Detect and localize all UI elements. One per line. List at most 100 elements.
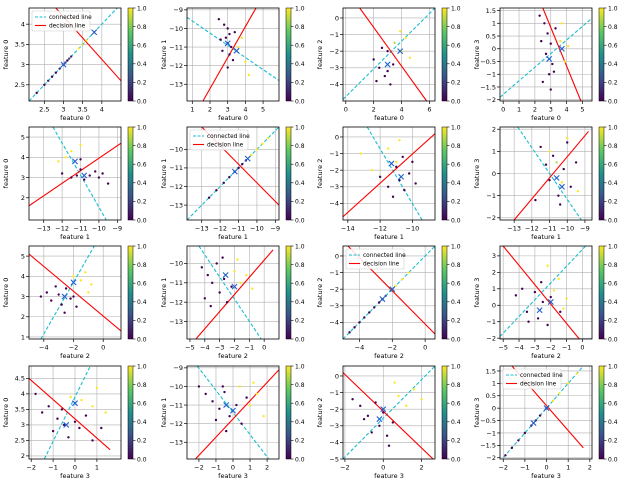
- colorbar-tick-label: 0.4: [295, 180, 305, 187]
- data-point: [393, 381, 396, 384]
- x-tick-label: −10: [250, 225, 264, 233]
- data-point: [241, 163, 244, 166]
- center-marker: [379, 296, 386, 303]
- y-axis-label: feature 0: [2, 40, 10, 70]
- colorbar-tick-label: 0.2: [451, 318, 461, 325]
- data-point: [536, 317, 540, 320]
- y-tick-label: −4: [329, 81, 339, 89]
- center-marker-stroke: [553, 174, 560, 181]
- data-point: [69, 395, 72, 399]
- colorbar-tick-label: 0.0: [137, 98, 147, 105]
- data-point: [549, 295, 552, 299]
- y-axis-label: feature 2: [316, 159, 324, 189]
- data-point: [94, 170, 97, 173]
- data-point: [566, 136, 569, 140]
- x-tick-label: −11: [232, 225, 246, 233]
- colorbar: 0.0 0.2 0.4 0.6 0.8 1.0: [285, 124, 305, 224]
- data-point: [557, 194, 560, 197]
- axes-frame: [28, 126, 122, 221]
- colorbar-gradient: [598, 7, 605, 102]
- y-axis-label: feature 1: [160, 159, 168, 189]
- y-tick-label: −1.5: [480, 83, 496, 91]
- colorbar-gradient: [441, 365, 448, 460]
- colorbar-tick-label: 0.2: [295, 318, 305, 325]
- axes-frame: [342, 126, 436, 221]
- x-tick-label: 0: [101, 344, 105, 352]
- y-tick-label: −0.5: [480, 417, 496, 425]
- data-point: [100, 426, 103, 430]
- legend-decision-label: decision line: [49, 24, 86, 30]
- colorbar-tick-label: 0.0: [608, 336, 618, 343]
- data-point: [231, 58, 235, 62]
- data-point: [405, 404, 408, 408]
- data-point: [383, 74, 387, 78]
- axes-frame: [342, 245, 436, 340]
- x-axis-label: feature 0: [374, 114, 404, 122]
- x-tick-label: 0: [344, 106, 348, 114]
- colorbar-tick-label: 0.2: [137, 80, 147, 87]
- axes-frame: [186, 7, 280, 102]
- decision-line: [343, 372, 434, 459]
- x-tick-label: 5: [261, 106, 265, 114]
- colorbar-gradient: [598, 126, 605, 221]
- data-point: [525, 310, 529, 314]
- x-axis-label: feature 1: [531, 233, 561, 241]
- plot-content: [187, 8, 279, 101]
- plot-content: [195, 366, 279, 459]
- data-point: [95, 386, 99, 389]
- colorbar-tick-label: 0.8: [137, 24, 147, 31]
- legend-connected-label: connected line: [49, 15, 92, 21]
- center-marker: [223, 402, 230, 409]
- colorbar-tick-label: 1.0: [295, 243, 305, 250]
- x-tick-label: −9: [580, 225, 590, 233]
- y-tick-label: 0: [335, 252, 339, 260]
- legend: connected line decision line: [189, 129, 250, 151]
- center-marker-stroke: [233, 47, 240, 54]
- center-marker-stroke: [543, 405, 550, 412]
- data-point: [411, 160, 414, 164]
- y-tick-label: 0: [335, 14, 339, 22]
- data-point: [394, 284, 397, 288]
- subplot-r2-c0: −4 −2 0 1 2 3 4 5 feature 2 feature 0 0.0 0.2 0.4 0.6…: [2, 243, 147, 360]
- data-point: [217, 17, 221, 21]
- data-point: [209, 304, 212, 308]
- data-point: [504, 454, 507, 457]
- data-point: [54, 285, 57, 288]
- data-point: [64, 156, 68, 159]
- colorbar-tick-label: 0.0: [451, 217, 461, 224]
- data-point: [239, 281, 242, 285]
- legend-box: [31, 10, 91, 32]
- x-tick-label: 3: [226, 106, 230, 114]
- colorbar-tick-label: 1.0: [608, 363, 618, 370]
- data-point: [78, 426, 81, 430]
- colorbar-tick-label: 0.6: [137, 162, 147, 169]
- y-tick-label: 1: [492, 20, 496, 28]
- colorbar-tick-label: 0.8: [137, 382, 147, 389]
- y-tick-label: 3: [21, 421, 25, 429]
- data-point: [558, 392, 561, 395]
- data-point: [221, 385, 224, 388]
- data-point: [51, 429, 55, 433]
- x-tick-label: −4: [514, 344, 524, 352]
- center-marker-stroke: [231, 168, 238, 175]
- colorbar: 0.0 0.2 0.4 0.6 0.8 1.0: [598, 5, 618, 105]
- y-tick-label: 2: [492, 126, 496, 134]
- data-point: [558, 203, 562, 206]
- center-marker: [384, 61, 391, 68]
- x-axis-label: feature 3: [60, 472, 90, 480]
- colorbar-tick-label: 0.4: [451, 299, 461, 306]
- y-tick-label: −11: [169, 401, 183, 409]
- y-tick-label: 3: [21, 293, 25, 301]
- data-point: [69, 297, 72, 300]
- x-tick-label: −12: [213, 225, 227, 233]
- y-axis-label: feature 1: [160, 278, 168, 308]
- colorbar-tick-label: 1.0: [137, 5, 147, 12]
- data-point: [549, 42, 552, 45]
- data-point: [514, 294, 518, 297]
- y-axis-label: feature 3: [473, 40, 481, 70]
- data-point: [222, 181, 225, 184]
- data-point: [218, 407, 221, 410]
- center-marker: [231, 283, 238, 290]
- center-marker: [224, 40, 231, 47]
